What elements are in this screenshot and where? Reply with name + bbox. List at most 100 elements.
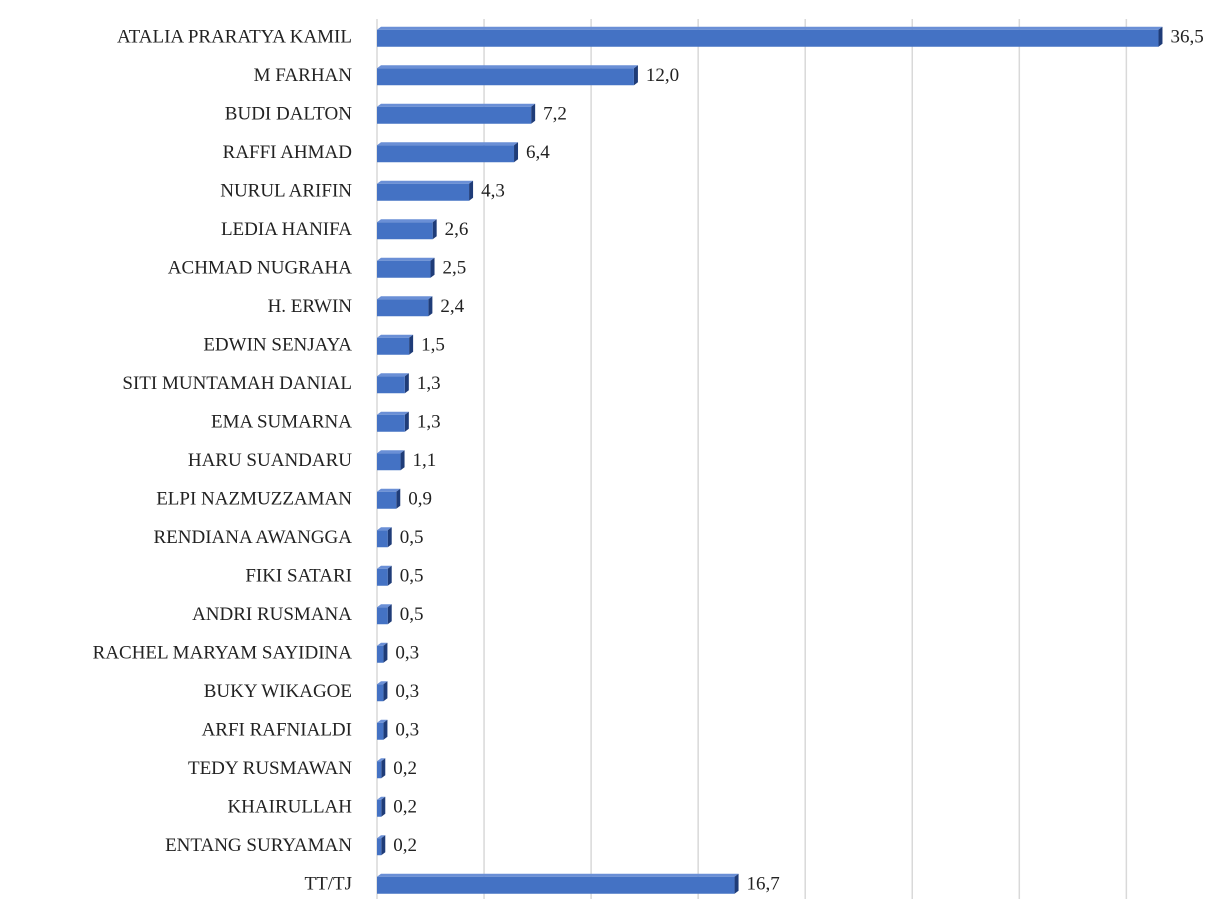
y-tick-label: HARU SUANDARU — [188, 450, 352, 471]
bar — [377, 106, 532, 124]
bar — [377, 145, 515, 163]
data-label: 16,7 — [747, 874, 780, 895]
bar-side — [387, 604, 392, 625]
bar-top — [377, 219, 437, 223]
bar — [377, 838, 382, 856]
bar-top — [377, 142, 519, 146]
data-label: 0,2 — [393, 758, 417, 779]
data-label: 12,0 — [646, 65, 679, 86]
y-tick-label: SITI MUNTAMAH DANIAL — [122, 373, 352, 394]
bar-side — [469, 180, 474, 201]
bar-top — [377, 450, 405, 454]
data-label: 1,5 — [421, 335, 445, 356]
bar-side — [430, 257, 435, 278]
bar-top — [377, 296, 433, 300]
data-label: 4,3 — [481, 181, 505, 202]
y-tick-label: BUDI DALTON — [225, 104, 352, 125]
bar-top — [377, 681, 388, 685]
data-label: 2,6 — [445, 219, 469, 240]
bar-side — [633, 65, 638, 86]
y-tick-label: RACHEL MARYAM SAYIDINA — [93, 643, 353, 664]
data-label: 1,1 — [413, 450, 437, 471]
bar-top — [377, 873, 739, 877]
bar-top — [377, 103, 536, 107]
bar — [377, 299, 429, 317]
y-tick-label: EMA SUMARNA — [211, 412, 352, 433]
y-tick-label: TEDY RUSMAWAN — [188, 758, 352, 779]
y-tick-label: ARFI RAFNIALDI — [202, 720, 352, 741]
bar-top — [377, 488, 401, 492]
data-label: 0,5 — [400, 527, 424, 548]
y-tick-label: LEDIA HANIFA — [221, 219, 352, 240]
bar — [377, 607, 388, 625]
bar — [377, 876, 735, 894]
bar-side — [1158, 26, 1163, 47]
bar — [377, 491, 397, 509]
data-label: 7,2 — [543, 104, 567, 125]
y-tick-label: KHAIRULLAH — [227, 797, 352, 818]
data-label: 0,3 — [395, 643, 419, 664]
bar-side — [387, 565, 392, 586]
bar-side — [404, 411, 409, 432]
data-label: 0,3 — [395, 720, 419, 741]
bar — [377, 799, 382, 817]
y-tick-label: ATALIA PRARATYA KAMIL — [117, 27, 352, 48]
bar-top — [377, 65, 638, 69]
y-tick-label: ENTANG SURYAMAN — [165, 835, 352, 856]
y-tick-label: M FARHAN — [254, 65, 353, 86]
bar-side — [531, 103, 536, 124]
bar-top — [377, 604, 392, 608]
bar — [377, 260, 431, 278]
bar-side — [514, 142, 519, 163]
y-tick-label: RAFFI AHMAD — [223, 142, 352, 163]
bar-top — [377, 257, 435, 261]
data-label: 0,9 — [408, 489, 432, 510]
bar-side — [396, 488, 401, 509]
data-label: 0,3 — [395, 681, 419, 702]
data-label: 0,2 — [393, 835, 417, 856]
bar — [377, 183, 470, 201]
bar — [377, 645, 384, 663]
bar-top — [377, 835, 386, 839]
bar-side — [381, 835, 386, 856]
bar-top — [377, 719, 388, 723]
data-label: 2,5 — [443, 258, 467, 279]
bar-top — [377, 796, 386, 800]
bar-side — [381, 796, 386, 817]
bar-top — [377, 527, 392, 531]
bar — [377, 376, 405, 394]
y-tick-label: ACHMAD NUGRAHA — [168, 258, 352, 279]
bar-top — [377, 411, 409, 415]
y-tick-label: TT/TJ — [305, 874, 353, 895]
bar-side — [387, 527, 392, 548]
bar-side — [409, 334, 414, 355]
y-tick-label: RENDIANA AWANGGA — [154, 527, 353, 548]
data-label: 1,3 — [417, 373, 441, 394]
bar-top — [377, 373, 409, 377]
bar-side — [428, 296, 433, 317]
bar — [377, 722, 384, 740]
data-label: 1,3 — [417, 412, 441, 433]
bar-side — [383, 681, 388, 702]
bar-top — [377, 334, 414, 338]
y-tick-label: H. ERWIN — [268, 296, 353, 317]
bar — [377, 684, 384, 702]
bar — [377, 761, 382, 779]
bar-top — [377, 565, 392, 569]
bar-side — [400, 450, 405, 471]
data-label: 6,4 — [526, 142, 550, 163]
bar-side — [383, 719, 388, 740]
bar — [377, 337, 410, 355]
bar — [377, 568, 388, 586]
data-label: 36,5 — [1170, 27, 1203, 48]
bar-side — [381, 758, 386, 779]
bar-top — [377, 26, 1163, 30]
y-tick-label: ANDRI RUSMANA — [192, 604, 352, 625]
bar — [377, 68, 634, 86]
data-label: 0,2 — [393, 797, 417, 818]
y-tick-label: ELPI NAZMUZZAMAN — [156, 489, 352, 510]
data-label: 0,5 — [400, 604, 424, 625]
data-label: 2,4 — [440, 296, 464, 317]
bar-side — [404, 373, 409, 394]
